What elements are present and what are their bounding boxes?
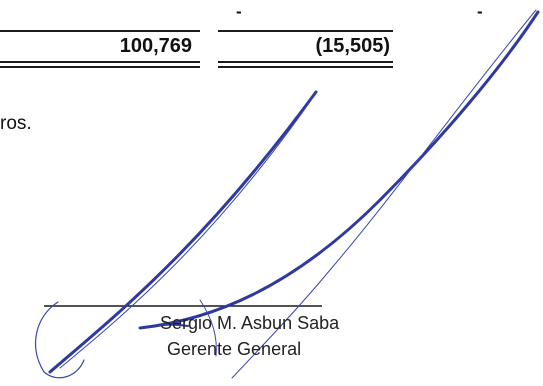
signatory-title: Gerente General	[167, 339, 302, 359]
signature-stroke-1	[48, 90, 318, 374]
signature-curl	[141, 323, 189, 329]
total-double-rule-col2-bottom	[218, 66, 393, 68]
total-double-rule-col1-bottom	[0, 66, 200, 68]
signature-stroke-4	[231, 9, 537, 379]
signature-stroke-2	[59, 95, 315, 369]
total-double-rule-col2-top	[218, 61, 393, 63]
col1-empty-value: -	[236, 2, 242, 21]
col1-total: 100,769	[119, 35, 192, 57]
subtotal-rule-col1	[0, 30, 200, 32]
signature-loop	[35, 301, 85, 379]
col2-total: (15,505)	[315, 35, 391, 57]
signatory-name: Sergio M. Asbun Saba	[160, 313, 340, 333]
signature-stroke-3	[138, 10, 540, 330]
col2-empty-value: -	[477, 2, 483, 21]
subtotal-rule-col2	[218, 30, 393, 32]
total-double-rule-col1-top	[0, 61, 200, 63]
note-text-fragment: ros.	[0, 113, 32, 134]
signature-tick	[199, 299, 217, 357]
